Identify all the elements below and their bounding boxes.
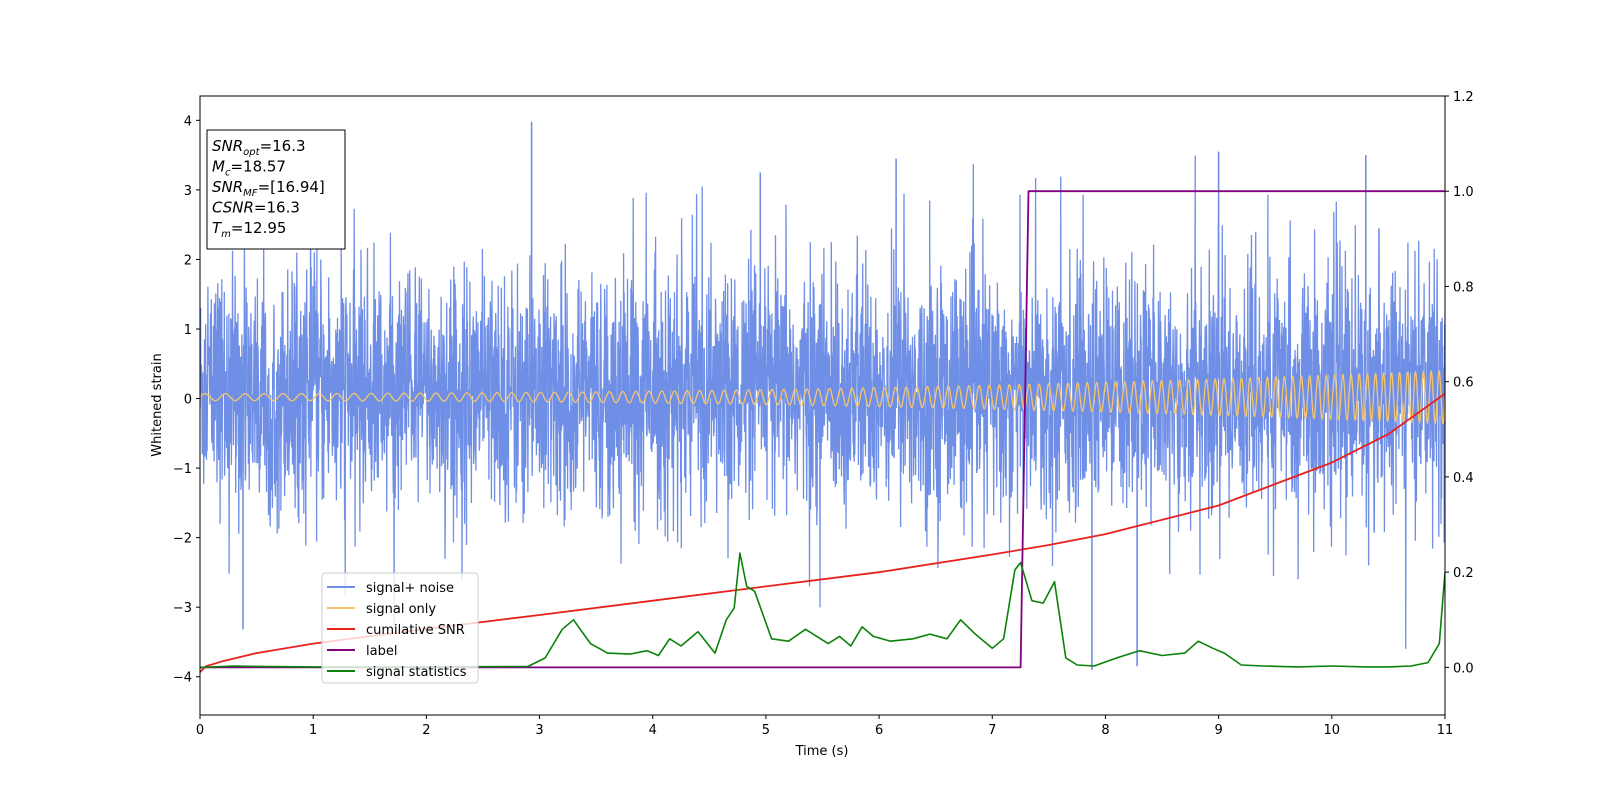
y2-tick-label: 0.8	[1453, 280, 1474, 295]
y2-tick-label: 1.2	[1453, 90, 1474, 105]
y2-tick-label: 0.0	[1453, 661, 1474, 676]
y2-tick-label: 0.4	[1453, 471, 1474, 486]
x-tick-label: 1	[309, 723, 317, 738]
x-tick-label: 0	[196, 723, 204, 738]
x-axis-label: Time (s)	[795, 744, 849, 759]
y-tick-label: 4	[184, 114, 192, 129]
x-tick-label: 6	[875, 723, 883, 738]
x-tick-label: 10	[1324, 723, 1341, 738]
legend-label: signal statistics	[366, 665, 467, 680]
x-tick-label: 9	[1214, 723, 1222, 738]
signal-statistics-series	[200, 552, 1445, 669]
signal-only-line	[200, 369, 1445, 425]
signal-noise-line	[200, 155, 1445, 649]
signal-statistics-line	[200, 552, 1445, 669]
y-tick-label: 2	[184, 253, 192, 268]
legend-frame	[321, 572, 479, 684]
y-axis-right: 0.0 0.2 0.4 0.6 0.8 1.0 1.2	[1445, 90, 1474, 676]
y2-tick-label: 0.6	[1453, 376, 1474, 391]
info-line: SNRMF=[16.94]	[212, 178, 325, 199]
y-tick-label: 3	[184, 184, 192, 199]
x-tick-label: 3	[535, 723, 543, 738]
x-tick-label: 7	[988, 723, 996, 738]
legend-label: signal+ noise	[366, 581, 454, 596]
y2-tick-label: 0.2	[1453, 566, 1474, 581]
info-line: CSNR=16.3	[212, 199, 300, 217]
cumulative-snr-line	[200, 392, 1445, 673]
x-tick-label: 5	[762, 723, 770, 738]
y-tick-label: −3	[173, 601, 192, 616]
info-line: Mc=18.57	[212, 158, 286, 179]
label-series	[200, 190, 1445, 669]
cumulative-snr-series	[200, 392, 1445, 673]
legend-label: signal only	[366, 602, 436, 617]
y2-tick-label: 1.0	[1453, 185, 1474, 200]
info-box: SNRopt=16.3Mc=18.57SNRMF=[16.94]CSNR=16.…	[206, 129, 346, 250]
x-axis: 0 1 2 3 4 5 6 7 8 9 10 11	[196, 715, 1453, 738]
x-tick-label: 4	[649, 723, 657, 738]
plot-area	[200, 121, 1445, 673]
signal-only-series	[200, 369, 1445, 425]
x-tick-label: 8	[1101, 723, 1109, 738]
signal-noise-series	[200, 121, 1445, 670]
info-line: Tm=12.95	[212, 219, 286, 240]
info-box-frame	[206, 129, 346, 250]
y-axis-label: Whitened strain	[150, 353, 165, 456]
y-tick-label: −4	[173, 671, 192, 686]
legend: signal+ noise signal only cumilative SNR la…	[321, 572, 479, 684]
x-tick-label: 11	[1437, 723, 1454, 738]
plot-frame	[199, 95, 1446, 716]
y-tick-label: 1	[184, 323, 192, 338]
y-tick-label: −2	[173, 532, 192, 547]
legend-label: label	[366, 644, 397, 659]
label-line	[200, 190, 1445, 669]
info-line: SNRopt=16.3	[212, 137, 306, 158]
y-axis-left: −4 −3 −2 −1 0 1 2 3 4	[173, 114, 200, 686]
y-tick-label: −1	[173, 462, 192, 477]
legend-label: cumilative SNR	[366, 623, 465, 638]
y-tick-label: 0	[184, 393, 192, 408]
x-tick-label: 2	[422, 723, 430, 738]
